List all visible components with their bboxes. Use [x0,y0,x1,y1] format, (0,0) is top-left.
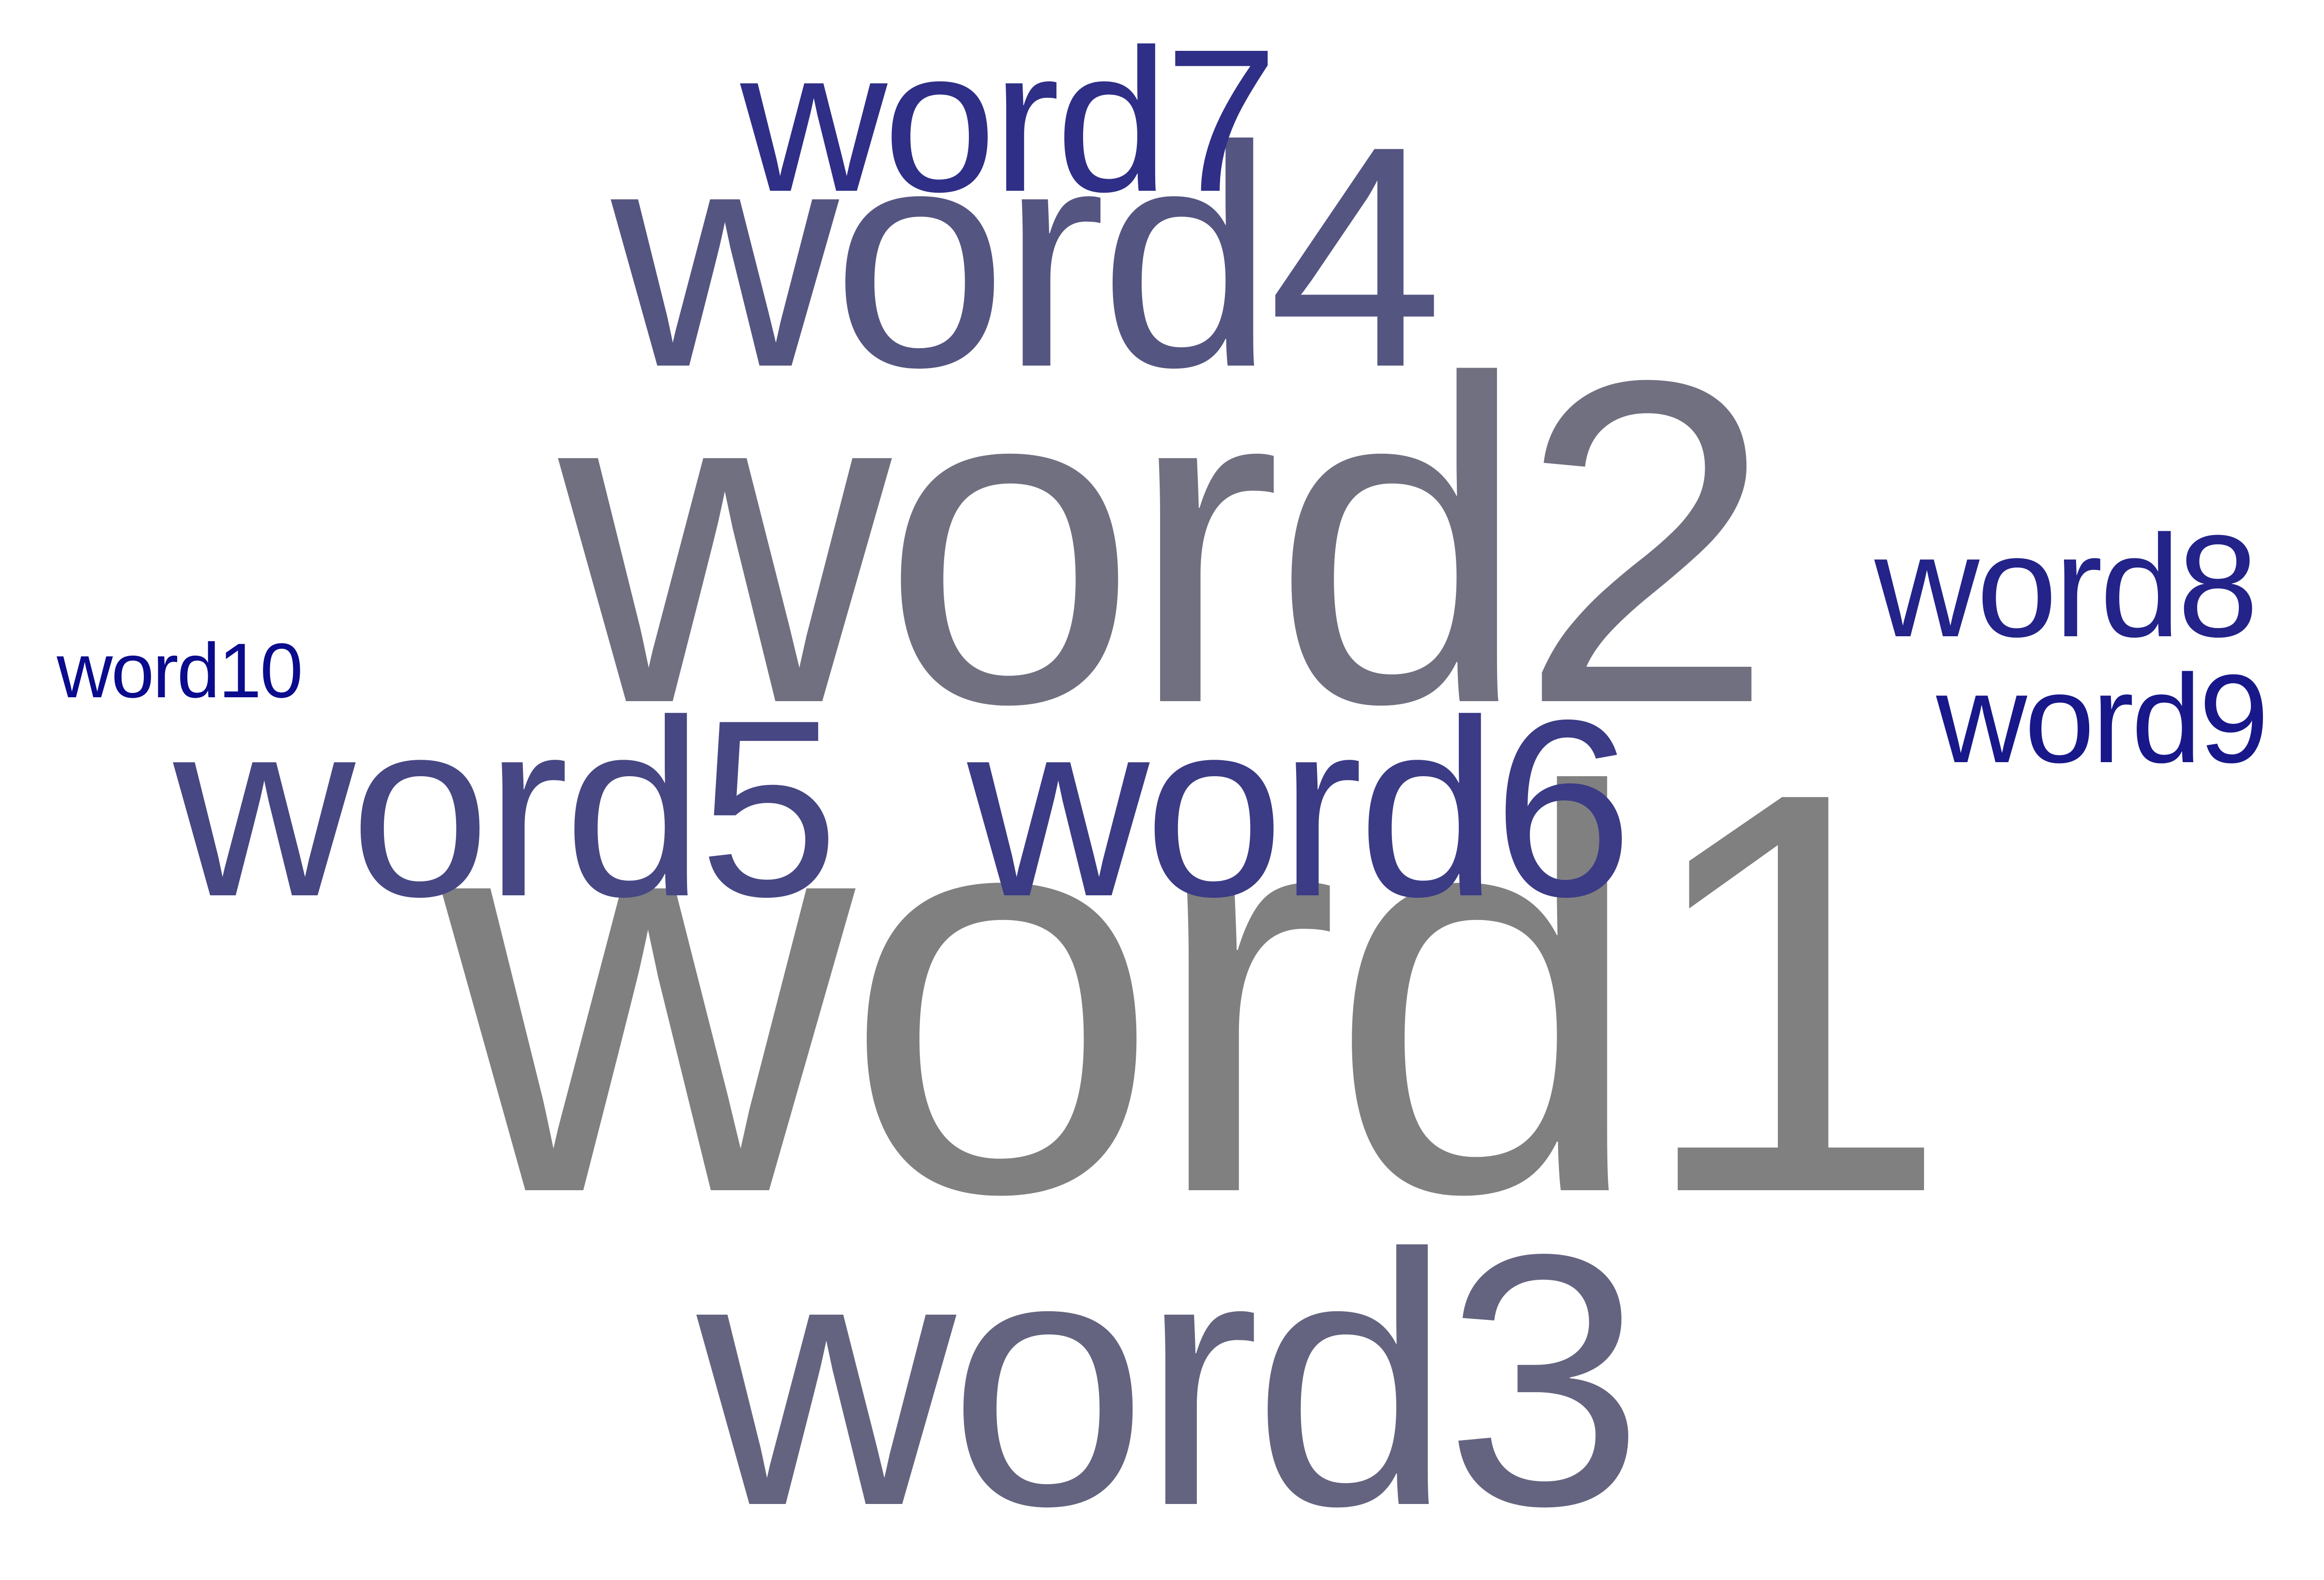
cloud-word-word4: word4 [611,81,1443,432]
cloud-word-word10: word10 [57,627,303,714]
cloud-word-word5: word5 [173,668,839,949]
cloud-word-word7: word7 [740,7,1278,234]
cloud-word-word2: word2 [558,285,1774,799]
cloud-word-word6: word6 [967,668,1633,949]
cloud-word-word3: word3 [697,1180,1644,1580]
cloud-word-word1: word1 [442,674,1952,1312]
cloud-word-word9: word9 [1936,649,2269,789]
cloud-word-word8: word8 [1874,505,2258,667]
